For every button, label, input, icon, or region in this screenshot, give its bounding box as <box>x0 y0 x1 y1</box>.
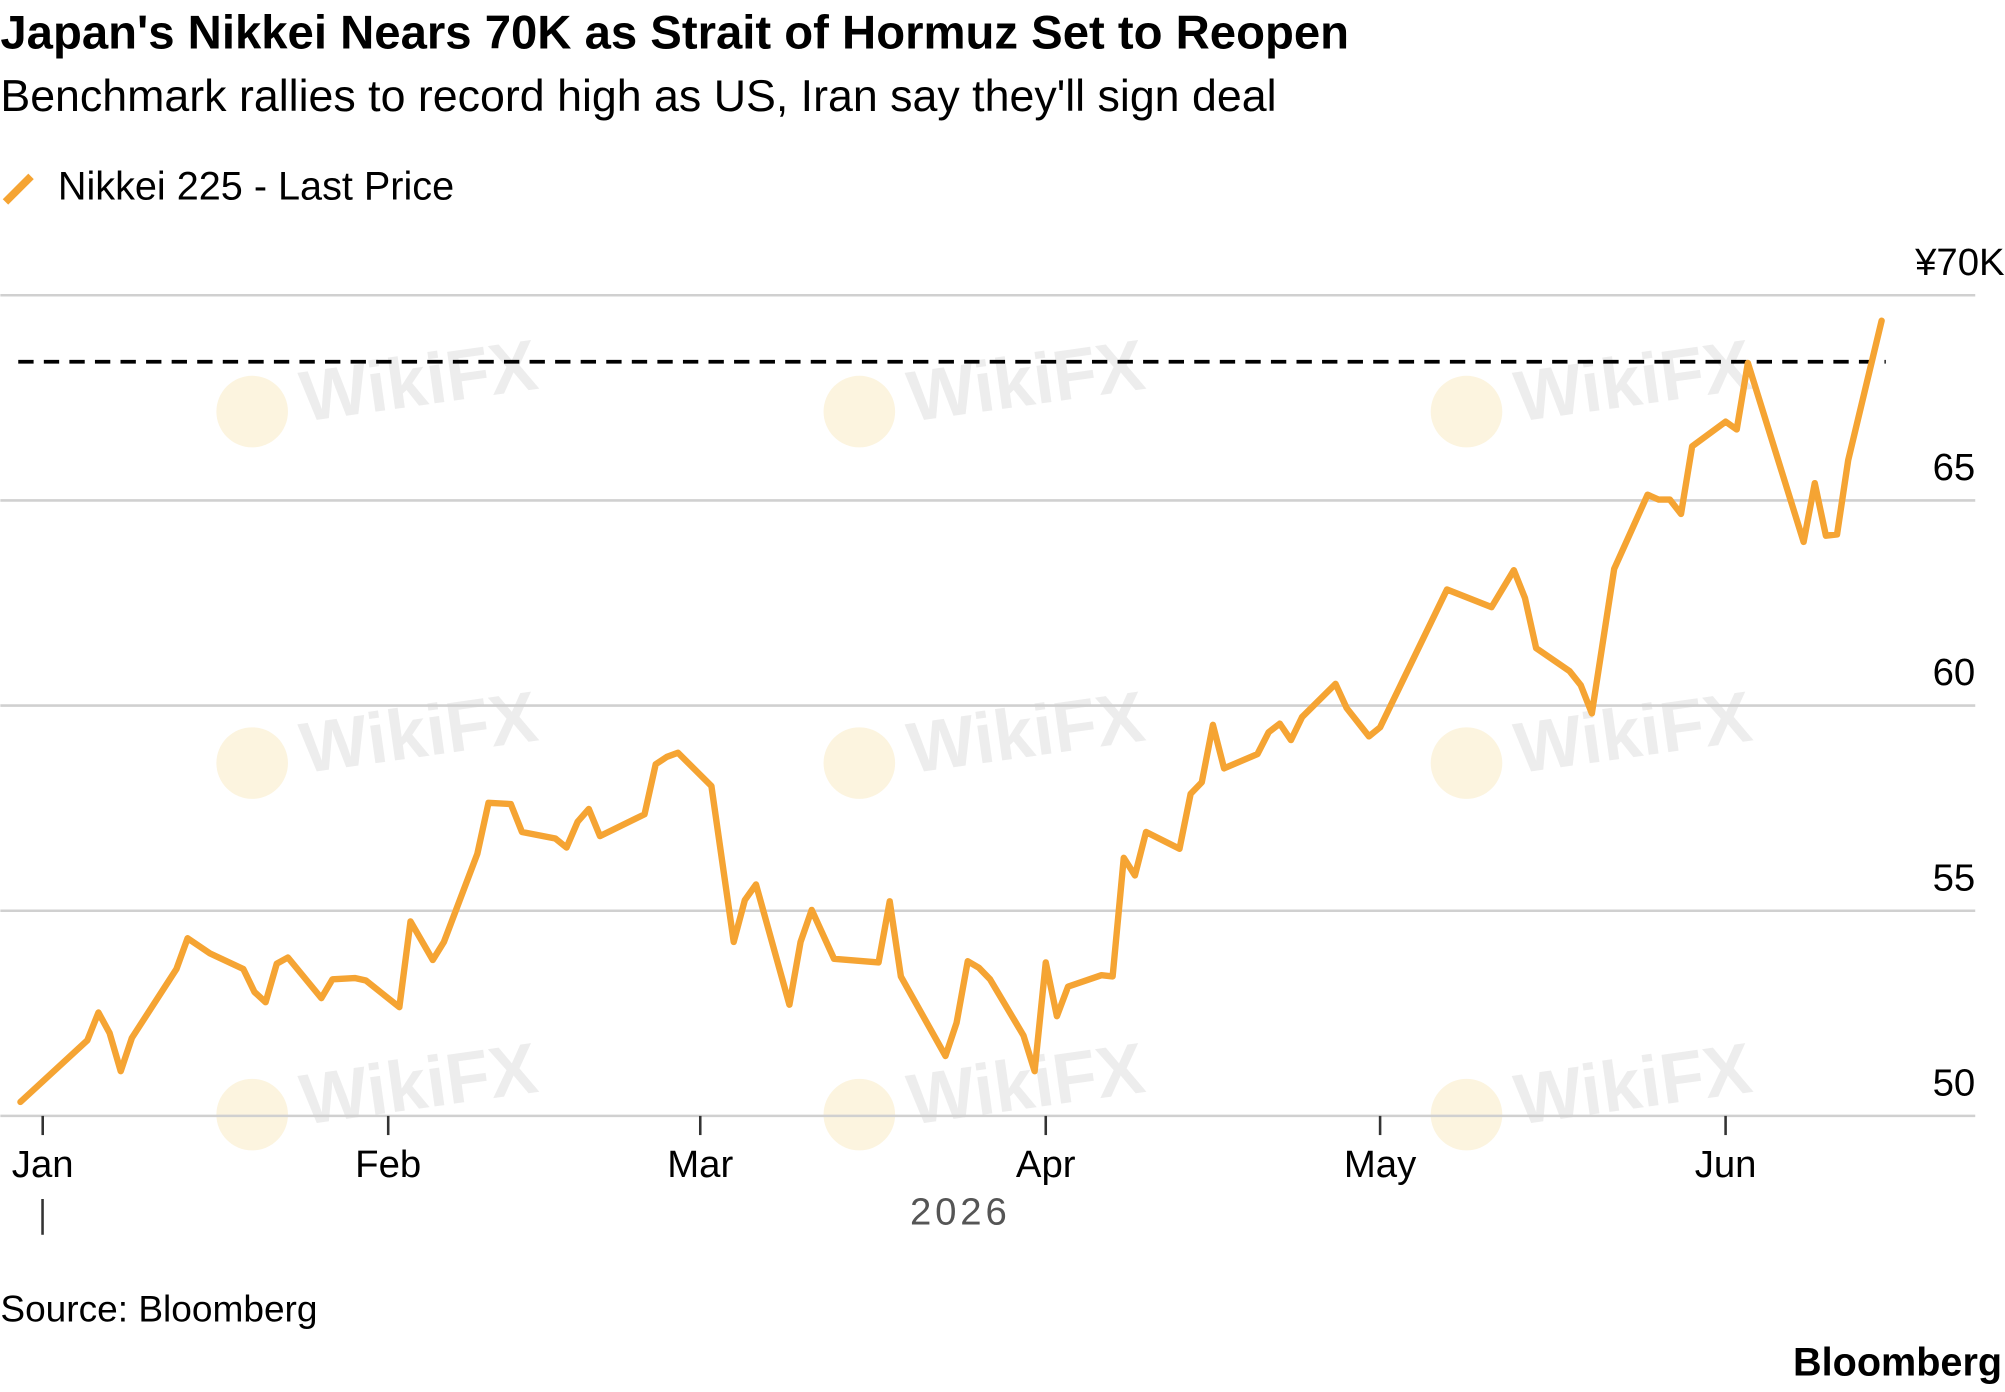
watermark-icon <box>1430 727 1503 799</box>
y-tick-label: ¥70K <box>1914 241 2005 284</box>
x-tick-label: Feb <box>355 1143 421 1186</box>
watermark-text: WikiFX <box>902 677 1149 789</box>
x-tick-label: Jan <box>12 1143 74 1186</box>
logo: Bloomberg <box>1793 1340 2002 1384</box>
watermark-icon <box>216 375 288 448</box>
watermark-icon <box>823 375 896 448</box>
watermark-text: WikiFX <box>295 1028 542 1140</box>
x-tick-label: Jun <box>1695 1143 1757 1186</box>
watermark-icon <box>216 727 288 799</box>
y-tick-label: 55 <box>1933 856 1976 899</box>
x-axis-label: 2026 <box>910 1191 1011 1234</box>
watermark-text: WikiFX <box>1510 325 1757 437</box>
y-tick-label: 50 <box>1933 1061 1976 1104</box>
x-tick-label: May <box>1344 1143 1417 1186</box>
legend-label: Nikkei 225 - Last Price <box>58 164 454 208</box>
watermark-text: WikiFX <box>1510 1028 1757 1140</box>
legend-swatch <box>2 173 34 205</box>
y-tick-label: 65 <box>1933 446 1976 489</box>
chart-subtitle: Benchmark rallies to record high as US, … <box>0 72 1276 121</box>
watermark-icon <box>823 727 896 799</box>
watermark-text: WikiFX <box>295 677 542 789</box>
y-tick-label: 60 <box>1933 651 1976 694</box>
x-tick-label: Mar <box>667 1143 733 1186</box>
x-tick-label: Apr <box>1016 1143 1076 1186</box>
chart-title: Japan's Nikkei Nears 70K as Strait of Ho… <box>0 7 1349 60</box>
source: Source: Bloomberg <box>0 1288 317 1330</box>
watermark-layer: WikiFX WikiFX WikiFX WikiFX WikiFX WikiFX Wiki… <box>216 325 1757 1151</box>
watermark-text: WikiFX <box>902 325 1149 437</box>
price-line <box>17 317 1885 1106</box>
watermark-text: WikiFX <box>295 325 542 437</box>
watermark-icon <box>1430 375 1503 448</box>
watermark-text: WikiFX <box>1510 677 1757 789</box>
